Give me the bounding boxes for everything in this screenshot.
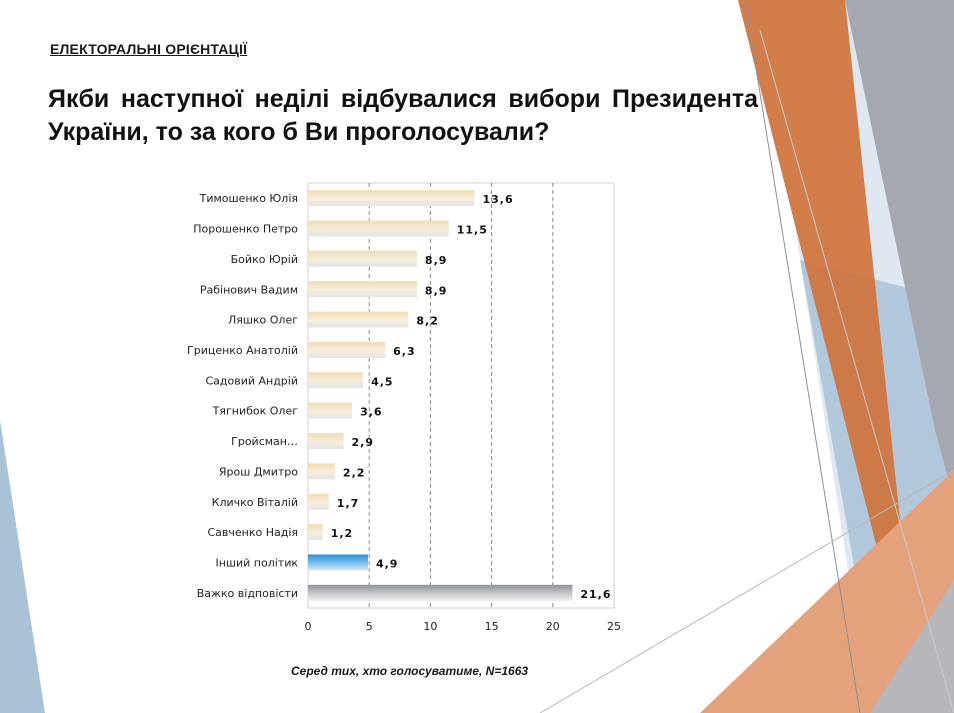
bars <box>308 190 573 601</box>
data-label: 4,5 <box>371 375 394 388</box>
data-label: 1,7 <box>337 497 360 510</box>
category-label: Бойко Юрій <box>231 253 298 266</box>
category-label: Кличко Віталій <box>212 496 298 509</box>
data-label: 2,9 <box>351 436 374 449</box>
bar <box>308 250 417 267</box>
x-tick-label: 25 <box>607 620 621 633</box>
bar <box>308 463 335 480</box>
labels: 0 5 10 15 20 25 Тимошенко Юлія 13,6 Порошенко Пе… <box>187 192 621 633</box>
category-label: Ярош Дмитро <box>219 465 298 478</box>
category-label: Савченко Надія <box>207 526 298 539</box>
plot-area <box>307 182 615 609</box>
bar <box>308 372 364 389</box>
bar <box>308 190 475 207</box>
category-label: Гройсман… <box>231 435 298 448</box>
bar <box>308 311 409 328</box>
deco-gray-top-shape <box>845 0 954 500</box>
bar <box>308 281 417 298</box>
category-label: Гриценко Анатолій <box>187 344 298 357</box>
bar <box>308 524 323 541</box>
data-label: 4,9 <box>376 557 399 570</box>
category-label: Тягнибок Олег <box>212 405 299 418</box>
data-label: 21,6 <box>580 588 611 601</box>
data-label: 6,3 <box>393 345 416 358</box>
category-label: Рабінович Вадим <box>200 283 298 296</box>
bar <box>308 554 368 571</box>
x-tick-label: 5 <box>366 620 373 633</box>
data-label: 8,9 <box>425 284 448 297</box>
category-label: Ляшко Олег <box>228 314 298 327</box>
slide-title: Якби наступної неділі відбувалися вибори… <box>48 85 758 146</box>
category-label: Садовий Андрій <box>205 374 298 387</box>
x-tick-label: 10 <box>423 620 437 633</box>
deco-thin-line-3 <box>759 29 954 713</box>
deco-gray-bottom-shape <box>870 580 954 713</box>
deco-thin-line-1 <box>744 0 861 713</box>
section-label: ЕЛЕКТОРАЛЬНІ ОРІЄНТАЦІЇ <box>50 41 248 57</box>
bar <box>308 584 573 601</box>
x-tick-label: 15 <box>485 620 499 633</box>
data-label: 8,2 <box>416 315 439 328</box>
bar <box>308 220 449 237</box>
sample-footnote: Серед тих, хто голосуватиме, N=1663 <box>291 664 529 678</box>
x-tick-label: 0 <box>305 620 312 633</box>
category-label: Порошенко Петро <box>193 223 298 236</box>
deco-orange-bottom-shape <box>700 470 954 713</box>
data-label: 1,2 <box>331 527 354 540</box>
bar <box>308 493 329 510</box>
data-label: 13,6 <box>482 193 513 206</box>
bar <box>308 341 386 358</box>
deco-thin-line-2 <box>539 469 954 713</box>
x-tick-label: 20 <box>546 620 560 633</box>
bar <box>308 433 344 450</box>
category-label: Інший політик <box>215 556 298 569</box>
deco-blue-left-shape <box>0 420 45 713</box>
bar <box>308 402 353 419</box>
category-label: Тимошенко Юлія <box>199 192 298 205</box>
data-label: 8,9 <box>425 254 448 267</box>
category-label: Важко відповісти <box>197 587 298 600</box>
data-label: 2,2 <box>343 466 366 479</box>
data-label: 11,5 <box>457 224 488 237</box>
data-label: 3,6 <box>360 406 383 419</box>
deco-orange-top-shape <box>738 0 900 560</box>
